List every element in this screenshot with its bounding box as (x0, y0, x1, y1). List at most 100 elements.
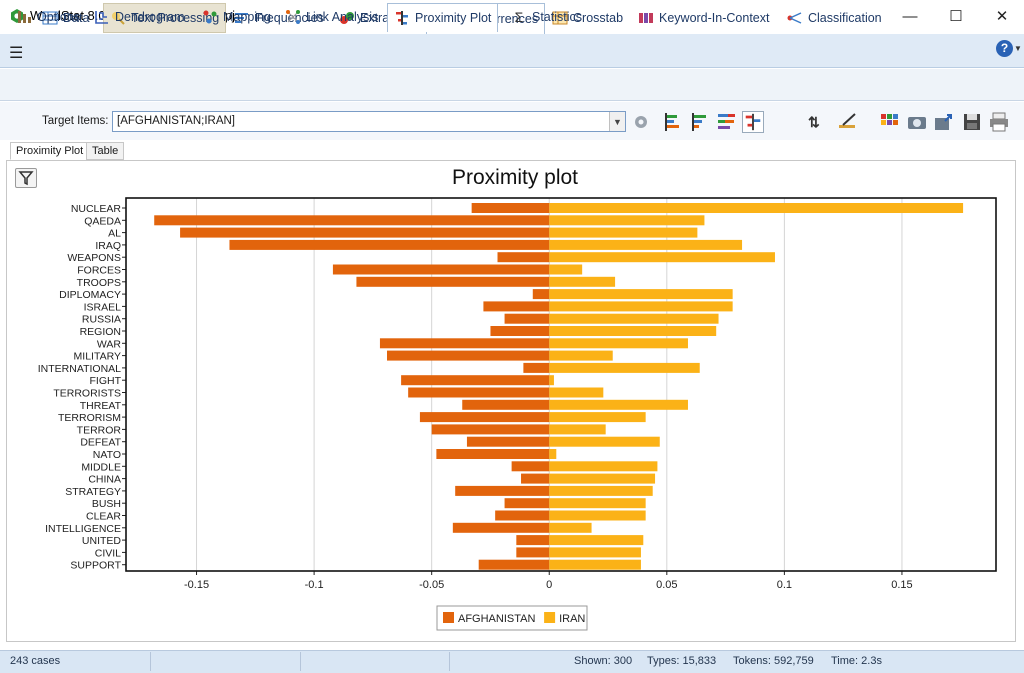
category-label: QAEDA (84, 215, 121, 227)
bar (549, 399, 688, 410)
category-label: MIDDLE (81, 461, 121, 473)
close-button[interactable]: ✕ (995, 8, 1009, 25)
target-items-field[interactable]: [AFGHANISTAN;IRAN] (112, 111, 626, 132)
tab-data[interactable]: Data (36, 3, 95, 33)
category-label: WEAPONS (67, 252, 121, 264)
category-label: REGION (80, 326, 121, 338)
x-tick-label: 0.05 (656, 579, 677, 591)
bar (549, 510, 646, 521)
proximity-plot-icon (396, 11, 408, 25)
category-label: FORCES (77, 265, 121, 277)
bar-chart-icon[interactable] (689, 111, 711, 133)
subtab-mapping[interactable]: Mapping (196, 3, 277, 31)
category-label: IRAQ (95, 240, 121, 252)
sort-chart-icon[interactable] (661, 111, 683, 133)
category-label: BUSH (92, 498, 121, 510)
category-label: THREAT (80, 400, 122, 412)
proximity-plot-icon[interactable] (742, 111, 764, 133)
x-tick-label: 0.1 (777, 579, 792, 591)
text-processing-icon (112, 12, 125, 25)
sigma-icon: Σ (514, 9, 524, 25)
bar (549, 535, 644, 546)
grouped-bar-icon[interactable] (716, 111, 738, 133)
subtab-proximity-plot[interactable]: Proximity Plot (387, 3, 499, 32)
print-icon[interactable] (988, 111, 1010, 133)
bar (549, 424, 606, 435)
target-items-label: Target Items: (42, 115, 109, 127)
subtab-statistics[interactable]: Σ Statistics (505, 3, 588, 31)
tab-proximity-plot-view[interactable]: Proximity Plot (10, 142, 90, 160)
bar (549, 522, 592, 533)
sub-tab-bar (0, 69, 1024, 101)
chevron-down-icon[interactable]: ▼ (1014, 44, 1022, 53)
filter-icon[interactable] (15, 168, 37, 188)
minimize-button[interactable]: — (902, 7, 918, 25)
bar (549, 547, 641, 558)
subtab-options[interactable]: Options (10, 3, 86, 31)
bar (549, 436, 660, 447)
x-tick-label: -0.15 (184, 579, 209, 591)
tab-crosstab[interactable]: Crosstab (546, 3, 629, 33)
chevron-down-icon[interactable]: ▼ (609, 112, 625, 131)
bar (516, 535, 550, 546)
bar (549, 412, 646, 423)
tab-classification[interactable]: Classification (781, 3, 888, 33)
bar (549, 203, 964, 213)
legend-label: IRAN (559, 613, 585, 625)
bar (549, 326, 717, 336)
category-label: CLEAR (86, 511, 121, 523)
category-label: AL (108, 228, 121, 240)
x-tick-label: 0.15 (891, 579, 912, 591)
bar (549, 215, 705, 226)
category-label: TERRORISM (58, 412, 121, 424)
category-label: INTELLIGENCE (45, 523, 121, 535)
bar (549, 461, 658, 472)
export-icon[interactable] (933, 111, 955, 133)
bar (521, 473, 550, 484)
bar (549, 350, 613, 361)
x-tick-label: -0.05 (419, 579, 444, 591)
kwic-icon (639, 13, 653, 23)
category-label: TERRORISTS (53, 388, 121, 400)
bar (180, 227, 550, 238)
help-icon[interactable]: ? (996, 40, 1013, 57)
bar (549, 239, 743, 250)
bar (549, 227, 698, 238)
dendrogram-icon (95, 11, 108, 24)
camera-icon[interactable] (906, 111, 928, 133)
proximity-chart: -0.15 -0.1 -0.05 0 0.05 0.1 0.15 NUCLEARQAEDAAL… (38, 197, 997, 631)
bar (431, 424, 550, 435)
hamburger-menu-icon[interactable]: ☰ (9, 45, 24, 62)
bar (229, 239, 550, 250)
bar (549, 387, 604, 398)
save-icon[interactable] (961, 111, 983, 133)
tab-label: Classification (808, 11, 882, 25)
tab-keyword-in-context[interactable]: Keyword-In-Context (632, 3, 775, 33)
bar (549, 559, 641, 570)
tab-text-processing[interactable]: Text Processing (103, 3, 227, 33)
subtab-link-analysis[interactable]: Link Analysis (279, 3, 384, 31)
color-palette-icon[interactable] (878, 111, 900, 133)
maximize-button[interactable]: ☐ (949, 8, 963, 25)
bar (504, 498, 550, 509)
subtab-label: Proximity Plot (415, 11, 492, 25)
settings-gear-icon[interactable] (630, 111, 652, 133)
x-tick-label: 0 (546, 579, 552, 591)
tab-table-view[interactable]: Table (86, 142, 125, 160)
tab-frequencies[interactable]: Frequencies (228, 3, 330, 33)
sort-az-icon[interactable]: ⇅ (808, 114, 820, 130)
status-tokens: Tokens: 592,759 (733, 655, 814, 667)
subtab-label: Dendrogram (115, 10, 185, 24)
subtab-dendrogram[interactable]: Dendrogram (88, 3, 190, 31)
edit-chart-icon[interactable] (837, 111, 859, 133)
main-tab-bar (0, 34, 1024, 68)
bar (419, 412, 550, 423)
category-label: STRATEGY (65, 486, 121, 498)
bar (549, 449, 557, 459)
category-label: MILITARY (74, 351, 121, 363)
bar (495, 510, 550, 521)
status-cases: 243 cases (10, 655, 61, 667)
frequencies-icon (235, 13, 248, 23)
category-label: UNITED (82, 535, 122, 547)
bar (532, 289, 550, 300)
